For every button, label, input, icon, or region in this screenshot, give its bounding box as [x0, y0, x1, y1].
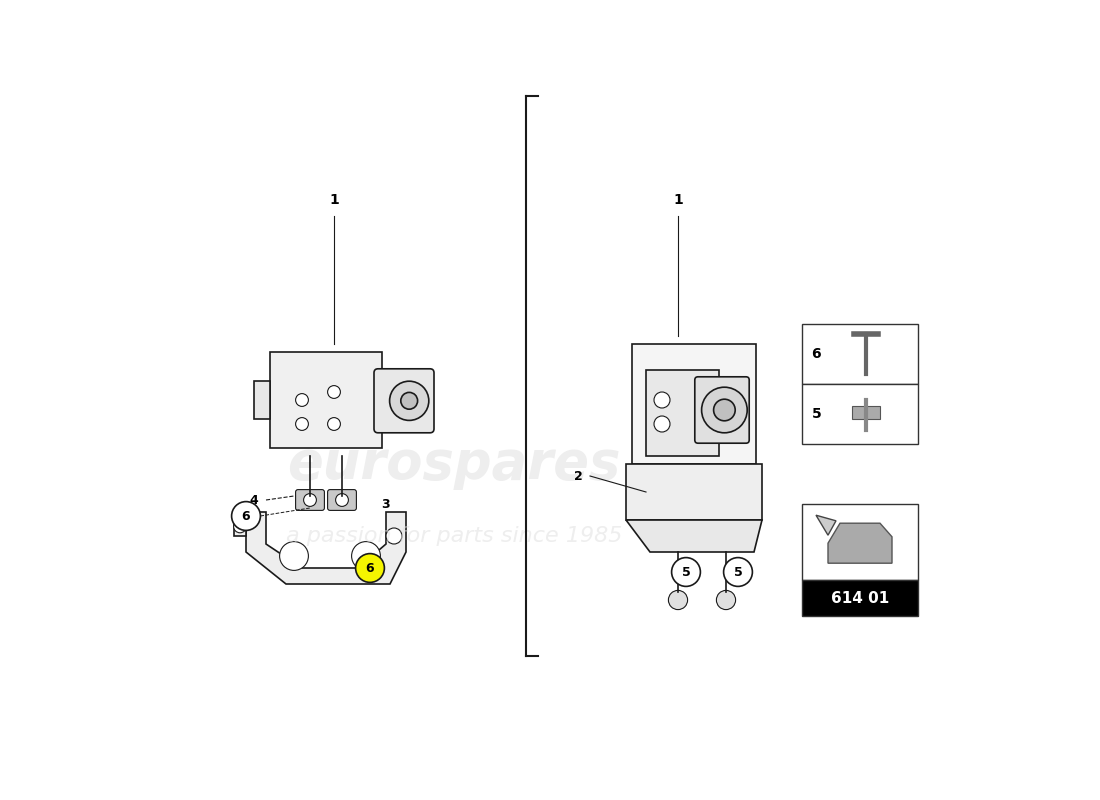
FancyBboxPatch shape	[632, 344, 756, 464]
Circle shape	[296, 394, 308, 406]
Circle shape	[654, 416, 670, 432]
Text: 5: 5	[734, 566, 742, 578]
Text: 4: 4	[250, 494, 258, 506]
Circle shape	[336, 494, 349, 506]
Circle shape	[279, 542, 308, 570]
Text: 1: 1	[329, 193, 339, 207]
Polygon shape	[234, 512, 246, 536]
FancyBboxPatch shape	[254, 381, 270, 419]
FancyBboxPatch shape	[802, 580, 918, 616]
Text: 6: 6	[812, 347, 822, 361]
Text: 2: 2	[573, 470, 582, 482]
Text: a passion for parts since 1985: a passion for parts since 1985	[286, 526, 623, 546]
FancyBboxPatch shape	[328, 490, 356, 510]
Text: 6: 6	[242, 510, 251, 522]
FancyBboxPatch shape	[802, 384, 918, 444]
Circle shape	[296, 418, 308, 430]
FancyBboxPatch shape	[296, 490, 324, 510]
Circle shape	[654, 392, 670, 408]
Text: 6: 6	[365, 562, 374, 574]
FancyBboxPatch shape	[626, 464, 762, 520]
Polygon shape	[816, 515, 836, 535]
FancyBboxPatch shape	[851, 406, 880, 418]
Polygon shape	[828, 523, 892, 563]
Circle shape	[702, 387, 747, 433]
Circle shape	[232, 502, 261, 530]
Text: 3: 3	[382, 498, 390, 510]
FancyBboxPatch shape	[374, 369, 434, 433]
Text: eurospares: eurospares	[287, 438, 620, 490]
Polygon shape	[246, 512, 406, 584]
Circle shape	[389, 381, 429, 421]
Circle shape	[669, 590, 688, 610]
Circle shape	[400, 393, 418, 409]
FancyBboxPatch shape	[270, 352, 382, 448]
Text: 5: 5	[812, 407, 822, 421]
Text: 614 01: 614 01	[830, 590, 889, 606]
FancyBboxPatch shape	[695, 377, 749, 443]
FancyBboxPatch shape	[646, 370, 718, 456]
FancyBboxPatch shape	[802, 324, 918, 384]
Circle shape	[328, 386, 340, 398]
Circle shape	[304, 494, 317, 506]
Circle shape	[714, 399, 735, 421]
Circle shape	[716, 590, 736, 610]
Circle shape	[386, 528, 402, 544]
FancyBboxPatch shape	[802, 504, 918, 580]
Circle shape	[328, 418, 340, 430]
Text: 5: 5	[682, 566, 691, 578]
Circle shape	[355, 554, 384, 582]
Polygon shape	[626, 520, 762, 552]
Circle shape	[724, 558, 752, 586]
Text: 1: 1	[673, 193, 683, 207]
Circle shape	[352, 542, 381, 570]
Circle shape	[233, 520, 246, 533]
Circle shape	[672, 558, 701, 586]
